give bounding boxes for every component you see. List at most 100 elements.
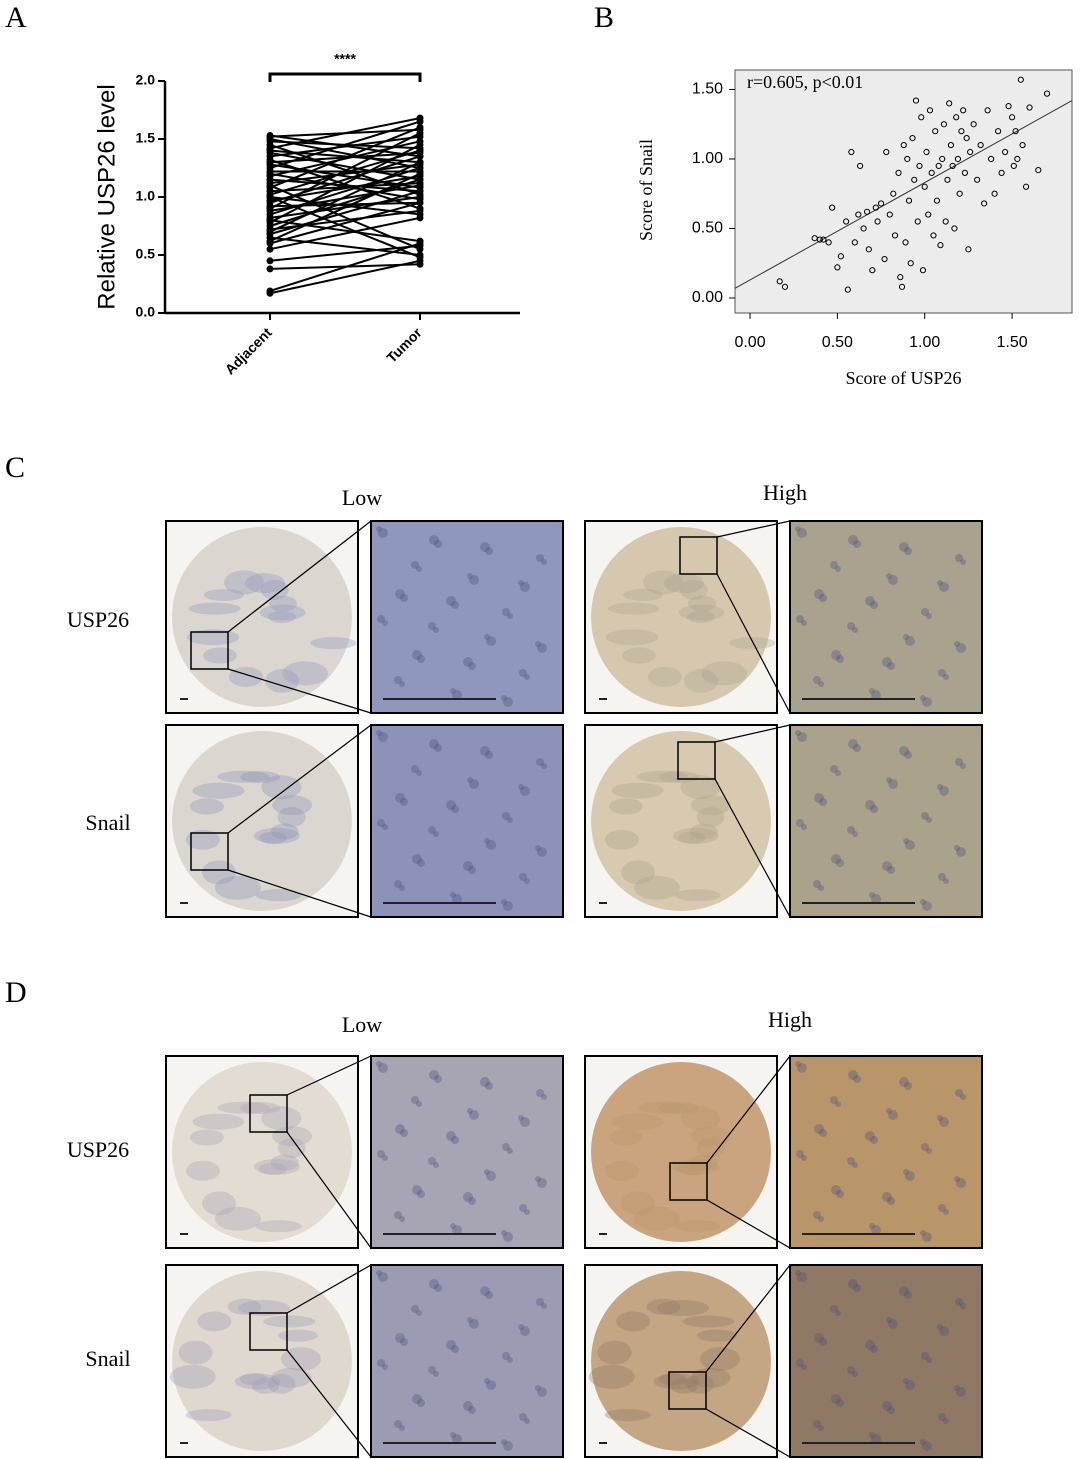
tissue-texture	[657, 1300, 710, 1317]
scatter-point	[928, 169, 935, 176]
cell-texture	[922, 1232, 932, 1242]
tissue-texture	[202, 860, 237, 885]
cell-texture	[870, 805, 878, 813]
scatter-point	[946, 100, 953, 107]
cell-texture	[394, 1420, 402, 1428]
tissue-texture	[621, 1191, 656, 1216]
cell-texture	[869, 1223, 875, 1229]
scatter-point	[907, 260, 914, 267]
zoom-connector	[227, 520, 372, 633]
cell-texture	[956, 1387, 966, 1397]
y-tick-label: 1.5	[136, 130, 156, 146]
cell-texture	[400, 798, 408, 806]
zoom-image	[789, 520, 983, 714]
tissue-texture	[185, 829, 220, 850]
scatter-point	[930, 232, 937, 239]
cell-texture	[394, 880, 402, 888]
cell-texture	[507, 1357, 513, 1363]
zoom-connector	[705, 1408, 791, 1458]
cell-texture	[960, 559, 966, 565]
cell-texture	[796, 615, 804, 623]
tissue-texture	[674, 1220, 721, 1233]
tissue-texture	[621, 860, 656, 885]
pair-line	[269, 140, 421, 150]
cell-texture	[899, 542, 909, 552]
scatter-point	[1019, 141, 1026, 149]
cell-texture	[382, 1364, 388, 1370]
cell-texture	[417, 655, 425, 663]
tissue-core	[172, 731, 352, 911]
cell-texture	[954, 845, 960, 851]
cell-texture	[960, 763, 966, 769]
cell-texture	[417, 1190, 425, 1198]
cell-texture	[399, 1425, 405, 1431]
zoom-connector	[227, 668, 372, 714]
tissue-texture	[267, 1373, 296, 1394]
scatter-point	[900, 141, 907, 149]
cell-texture	[480, 746, 490, 756]
scatter-point	[909, 135, 916, 142]
cell-texture	[503, 901, 513, 911]
cell-texture	[926, 613, 932, 619]
scatter-point	[898, 283, 906, 290]
cell-texture	[463, 657, 473, 667]
scatter-point	[874, 218, 881, 225]
tissue-texture	[310, 637, 357, 650]
cell-texture	[836, 859, 844, 867]
scatter-point	[921, 183, 928, 190]
tissue-texture	[192, 782, 245, 799]
tissue-texture	[633, 875, 680, 900]
cell-texture	[797, 1272, 807, 1282]
scatter-point	[848, 148, 855, 156]
tissue-texture	[622, 588, 663, 601]
scatter-point	[1008, 114, 1016, 121]
column-label: Low	[342, 485, 382, 510]
cell-texture	[848, 739, 858, 749]
cell-texture	[507, 613, 513, 619]
cell-texture	[468, 866, 476, 874]
pair-line	[269, 151, 421, 181]
cell-texture	[926, 1148, 932, 1154]
tissue-texture	[258, 1162, 287, 1175]
cell-texture	[904, 751, 912, 759]
cell-texture	[904, 1291, 912, 1299]
panel-letter: D	[5, 976, 27, 1009]
cell-texture	[484, 634, 490, 640]
cell-texture	[434, 1284, 442, 1292]
cell-texture	[433, 627, 439, 633]
cell-texture	[887, 1197, 895, 1205]
cell-texture	[417, 859, 425, 867]
cell-texture	[377, 615, 385, 623]
cell-texture	[830, 765, 838, 773]
cell-texture	[796, 819, 804, 827]
cell-texture	[519, 1204, 527, 1212]
cell-texture	[377, 1150, 385, 1158]
pair-line	[269, 134, 421, 158]
cell-texture	[920, 1230, 926, 1236]
cell-texture	[882, 861, 892, 871]
tissue-texture	[608, 798, 643, 815]
cell-texture	[378, 528, 388, 538]
tissue-texture	[616, 1311, 651, 1332]
cell-texture	[830, 1305, 838, 1313]
scatter-point	[937, 242, 944, 249]
tissue-texture	[646, 1298, 681, 1315]
tissue-core	[591, 1062, 771, 1242]
tissue-texture	[189, 1129, 224, 1146]
tissue-texture	[217, 770, 270, 783]
cell-texture	[797, 1063, 807, 1073]
tissue-texture	[239, 1373, 268, 1386]
tissue-texture	[268, 611, 296, 623]
tissue-texture	[633, 1206, 680, 1231]
cell-texture	[835, 1101, 841, 1107]
scatter-point	[877, 200, 885, 207]
cell-texture	[905, 840, 915, 850]
cell-texture	[486, 1380, 496, 1390]
tissue-texture	[227, 1298, 262, 1315]
pair-point	[416, 205, 424, 213]
cell-texture	[904, 547, 912, 555]
cell-texture	[955, 758, 963, 766]
cell-texture	[888, 779, 898, 789]
pair-point	[416, 260, 424, 268]
cell-texture	[467, 573, 473, 579]
